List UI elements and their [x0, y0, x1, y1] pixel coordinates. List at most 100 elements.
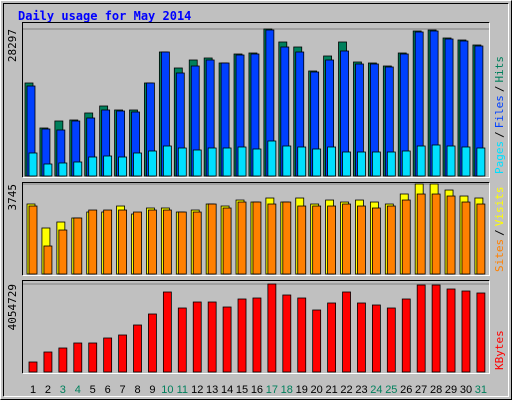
bar	[327, 205, 337, 275]
bar	[103, 155, 113, 177]
bar	[177, 147, 187, 177]
x-tick-label: 5	[90, 384, 96, 396]
legend-separator: /	[493, 229, 506, 236]
x-tick-label: 19	[296, 384, 308, 396]
bar	[342, 291, 351, 373]
bar	[162, 209, 172, 275]
bar	[446, 195, 456, 275]
bar	[43, 245, 53, 275]
bar	[371, 304, 381, 373]
x-tick-label: 6	[105, 384, 111, 396]
x-tick-label: 23	[355, 384, 367, 396]
bar	[237, 201, 247, 275]
bar	[207, 203, 217, 275]
legend-separator: /	[493, 86, 506, 93]
x-tick-label: 15	[236, 384, 248, 396]
bar	[133, 152, 142, 177]
bar	[461, 201, 471, 275]
bar	[192, 149, 202, 177]
bar	[207, 301, 217, 373]
legend: Pages / Files / Hits	[493, 56, 506, 174]
bar	[297, 205, 307, 275]
bar	[177, 307, 187, 373]
bar	[342, 203, 351, 275]
x-tick-label: 3	[60, 384, 66, 396]
bar	[342, 151, 351, 177]
bar	[252, 297, 262, 373]
bar	[282, 145, 292, 177]
panel-border-dark	[22, 182, 490, 276]
bar	[88, 156, 98, 177]
bar	[431, 284, 441, 373]
bar	[461, 290, 471, 373]
bar	[297, 146, 307, 177]
bar	[267, 203, 277, 275]
bar	[88, 209, 98, 275]
bar	[312, 148, 322, 177]
bar	[446, 145, 456, 177]
legend-entry: Visits	[493, 187, 506, 227]
bar	[162, 145, 172, 177]
x-tick-label: 7	[120, 384, 126, 396]
chart-title: Daily usage for May 2014	[18, 9, 191, 23]
legend-entry: Hits	[493, 56, 506, 83]
x-tick-label: 16	[251, 384, 263, 396]
bar	[148, 313, 157, 373]
legend-separator: /	[493, 131, 506, 138]
bar	[476, 203, 486, 275]
bar	[416, 284, 426, 373]
bar	[58, 347, 68, 373]
x-tick-label: 1	[30, 384, 36, 396]
bar	[118, 156, 127, 177]
bar	[416, 145, 426, 177]
frame-inner-light	[3, 3, 509, 397]
bar	[431, 144, 441, 177]
bar	[431, 193, 441, 275]
x-tick-label: 22	[340, 384, 352, 396]
legend: Sites / Visits	[493, 187, 506, 273]
bar	[28, 361, 38, 373]
x-tick-label: 4	[75, 384, 81, 396]
x-tick-label: 24	[370, 384, 382, 396]
panel-border-dark	[22, 280, 490, 374]
x-tick-label: 9	[149, 384, 155, 396]
bar	[148, 150, 157, 177]
x-tick-label: 18	[281, 384, 293, 396]
bar	[371, 151, 381, 177]
x-tick-label: 12	[191, 384, 203, 396]
bar	[103, 209, 113, 275]
legend: KBytes	[493, 330, 506, 370]
bar	[192, 301, 202, 373]
bar	[476, 147, 486, 177]
bar	[282, 294, 292, 373]
bar	[177, 211, 187, 275]
bar	[73, 217, 83, 275]
bar	[371, 207, 381, 275]
bar	[192, 211, 202, 275]
bar	[237, 298, 247, 373]
bar	[133, 211, 142, 275]
x-tick-label: 11	[177, 384, 188, 396]
bar	[401, 150, 411, 177]
bar	[282, 201, 292, 275]
bar	[88, 342, 98, 373]
x-tick-label: 27	[415, 384, 427, 396]
bar	[207, 147, 217, 177]
x-tick-label: 8	[134, 384, 140, 396]
bar	[416, 193, 426, 275]
bar	[73, 342, 83, 373]
legend-entry: KBytes	[493, 330, 506, 370]
x-tick-label: 14	[221, 384, 233, 396]
bar	[237, 146, 247, 177]
bar	[252, 201, 262, 275]
x-tick-label: 10	[161, 384, 173, 396]
bar	[357, 151, 366, 177]
bar	[401, 298, 411, 373]
bar	[28, 205, 38, 275]
bar	[103, 337, 113, 373]
frame-inner-dark	[3, 3, 509, 397]
bar	[327, 302, 337, 373]
x-tick-label: 30	[460, 384, 472, 396]
bar	[357, 302, 366, 373]
